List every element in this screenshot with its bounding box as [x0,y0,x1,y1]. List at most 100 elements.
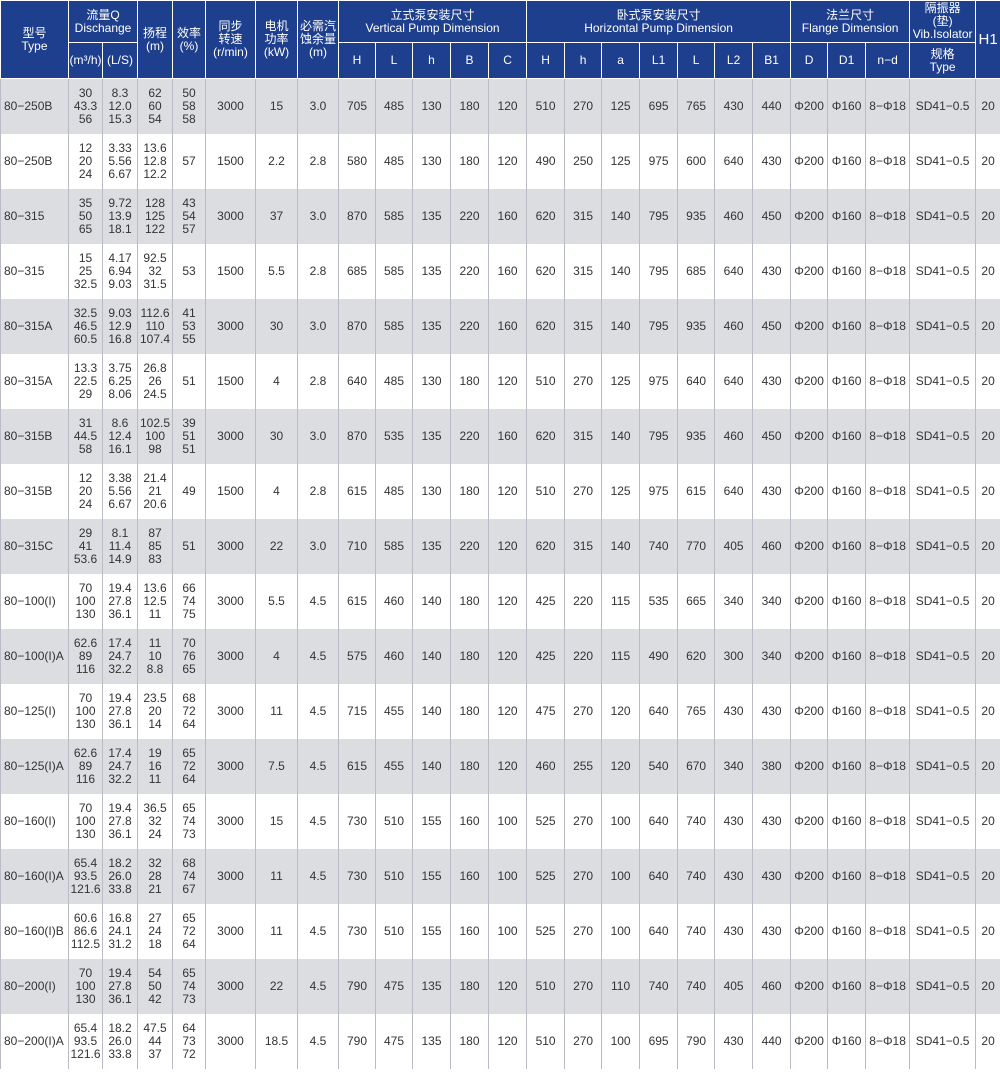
table-cell: 20 [975,189,1000,244]
table-cell: 270 [564,1014,603,1069]
model-cell: 80−160(I) [0,794,69,849]
table-cell: 3.0 [297,78,340,134]
table-cell: 220 [450,519,490,574]
table-cell: 710 [338,519,377,574]
table-cell: 22 [255,959,299,1014]
table-cell: 475 [375,1014,414,1069]
table-cell: 100 [601,794,641,849]
table-cell: Φ200 [790,299,829,354]
table-cell: 8−Φ18 [865,464,911,519]
table-cell: 4.5 [297,794,340,849]
table-cell: 535 [639,574,679,629]
table-cell: Φ200 [790,1014,829,1069]
table-cell: 620 [526,189,566,244]
table-cell: 510 [375,794,414,849]
table-cell: 20 [975,409,1000,464]
table-cell: 670 [677,739,716,794]
table-cell: 65 72 64 [172,904,207,959]
table-cell: SD41−0.5 [909,244,977,299]
table-cell: 8.1 11.4 14.9 [101,519,139,574]
table-row: 80−100(I)A 62.6 89 116 17.4 24.7 32.2 11 10… [0,629,1000,684]
table-cell: SD41−0.5 [909,189,977,244]
model-cell: 80−315B [0,409,69,464]
table-cell: 3000 [205,849,257,904]
table-cell: 140 [412,629,452,684]
table-cell: 125 [601,464,641,519]
table-cell: 270 [564,78,603,134]
table-cell: 430 [714,684,754,739]
header-cell: 同步 转速 (r/min) [205,0,257,79]
table-cell: 2.8 [297,354,340,409]
table-cell: 11 [255,904,299,959]
table-cell: 20 [975,299,1000,354]
table-cell: 140 [412,684,452,739]
table-cell: 640 [639,904,679,959]
table-cell: 70 76 65 [172,629,207,684]
table-cell: 120 [488,354,528,409]
table-cell: 450 [752,409,792,464]
table-cell: 315 [564,299,603,354]
header-cell: B1 [752,42,792,79]
table-cell: 57 [172,134,207,189]
table-cell: 155 [412,904,452,959]
table-cell: 430 [752,244,792,299]
table-cell: 430 [714,904,754,959]
table-cell: 15 [255,794,299,849]
table-cell: 270 [564,794,603,849]
table-cell: 3.38 5.56 6.67 [101,464,139,519]
table-cell: 490 [639,629,679,684]
table-cell: 140 [601,189,641,244]
table-cell: 525 [526,794,566,849]
table-cell: 585 [375,189,414,244]
table-cell: 8−Φ18 [865,519,911,574]
table-cell: 120 [488,574,528,629]
table-cell: 20 [975,904,1000,959]
table-cell: 43 54 57 [172,189,207,244]
table-cell: 20 [975,794,1000,849]
table-cell: 315 [564,189,603,244]
table-cell: 790 [677,1014,716,1069]
table-cell: 120 [488,959,528,1014]
table-cell: 8−Φ18 [865,629,911,684]
table-cell: Φ200 [790,739,829,794]
model-cell: 80−315A [0,299,69,354]
table-row: 80−125(I) 70 100 130 19.4 27.8 36.1 23.5 20… [0,684,1000,739]
table-cell: 620 [526,519,566,574]
table-cell: 17.4 24.7 32.2 [101,629,139,684]
table-cell: 740 [677,959,716,1014]
header-cell: 立式泵安装尺寸 Vertical Pump Dimension [338,0,528,43]
table-cell: 300 [714,629,754,684]
table-row: 80−200(I)A 65.4 93.5 121.6 18.2 26.0 33.8 4… [0,1014,1000,1069]
table-cell: SD41−0.5 [909,849,977,904]
table-cell: Φ160 [827,189,867,244]
table-cell: 425 [526,629,566,684]
table-cell: 8−Φ18 [865,299,911,354]
table-cell: 695 [639,1014,679,1069]
table-cell: 8−Φ18 [865,409,911,464]
table-cell: Φ200 [790,959,829,1014]
table-cell: 16.8 24.1 31.2 [101,904,139,959]
table-cell: 20 [975,78,1000,134]
table-cell: Φ200 [790,519,829,574]
table-cell: Φ160 [827,849,867,904]
table-cell: Φ160 [827,739,867,794]
table-cell: 640 [338,354,377,409]
table-cell: 160 [450,794,490,849]
table-cell: 460 [752,959,792,1014]
table-cell: Φ200 [790,78,829,134]
table-cell: 870 [338,189,377,244]
table-cell: Φ160 [827,574,867,629]
table-cell: Φ160 [827,78,867,134]
table-cell: 475 [526,684,566,739]
table-cell: 270 [564,904,603,959]
table-cell: 180 [450,959,490,1014]
table-cell: 585 [375,244,414,299]
table-cell: 29 41 53.6 [68,519,103,574]
table-cell: 70 100 130 [68,794,103,849]
table-cell: 935 [677,299,716,354]
table-cell: 41 53 55 [172,299,207,354]
table-cell: 65 72 64 [172,739,207,794]
table-cell: 100 [601,849,641,904]
table-cell: 640 [677,354,716,409]
